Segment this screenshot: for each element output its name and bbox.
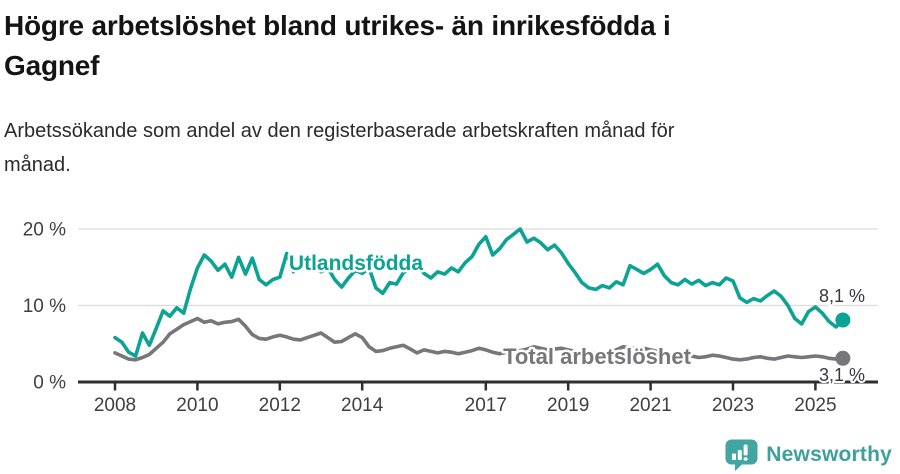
x-tick-label: 2017 xyxy=(465,395,507,416)
end-dot xyxy=(835,350,851,366)
y-tick-label: 20 % xyxy=(23,220,66,241)
x-axis-ticks: 2008 2010 2012 2014 2017 2019 2021 2023 2025 xyxy=(94,382,837,416)
x-tick-label: 2021 xyxy=(629,395,671,416)
series-paths xyxy=(113,227,845,362)
x-tick-label: 2014 xyxy=(341,395,384,416)
x-tick-label: 2008 xyxy=(94,395,136,416)
page-title: Högre arbetslöshet bland utrikes- än inr… xyxy=(4,6,864,86)
title-line-1: Högre arbetslöshet bland utrikes- än inr… xyxy=(4,10,671,41)
exclamation-dot xyxy=(743,457,748,461)
end-markers xyxy=(835,312,851,366)
series-line-utlandsfödda xyxy=(113,227,845,358)
y-tick-label: 0 % xyxy=(33,373,66,394)
y-tick-label: 10 % xyxy=(23,296,66,317)
bar-medium xyxy=(738,450,743,460)
brand-name: Newsworthy xyxy=(766,443,892,466)
title-line-2: Gagnef xyxy=(4,50,100,81)
end-value-label-total: 3,1 % xyxy=(819,365,865,385)
end-dot xyxy=(835,312,851,328)
chart-subtitle: Arbetssökande som andel av den registerb… xyxy=(4,114,864,182)
series-line-total-arbetslöshet xyxy=(113,316,845,362)
newsworthy-bubble-icon xyxy=(725,439,758,471)
x-tick-label: 2010 xyxy=(176,395,218,416)
y-axis-labels: 0 % 10 % 20 % xyxy=(23,220,66,394)
x-tick-label: 2012 xyxy=(259,395,301,416)
x-tick-label: 2023 xyxy=(712,395,754,416)
x-tick-label: 2025 xyxy=(794,395,836,416)
subtitle-line-2: månad. xyxy=(4,154,71,176)
series-label-utlandsfodda: Utlandsfödda xyxy=(289,252,423,275)
bar-small xyxy=(732,453,737,460)
series-label-total: Total arbetslöshet xyxy=(503,344,692,369)
subtitle-line-1: Arbetssökande som andel av den registerb… xyxy=(4,120,675,142)
exclamation-bar xyxy=(743,444,748,456)
gridlines xyxy=(78,228,878,307)
newsworthy-logo: Newsworthy xyxy=(725,439,892,471)
x-tick-label: 2019 xyxy=(547,395,589,416)
line-chart: 2008 2010 2012 2014 2017 2019 2021 2023 2025 0 %… xyxy=(23,220,878,416)
end-value-label-utlandsfodda: 8,1 % xyxy=(819,286,865,306)
